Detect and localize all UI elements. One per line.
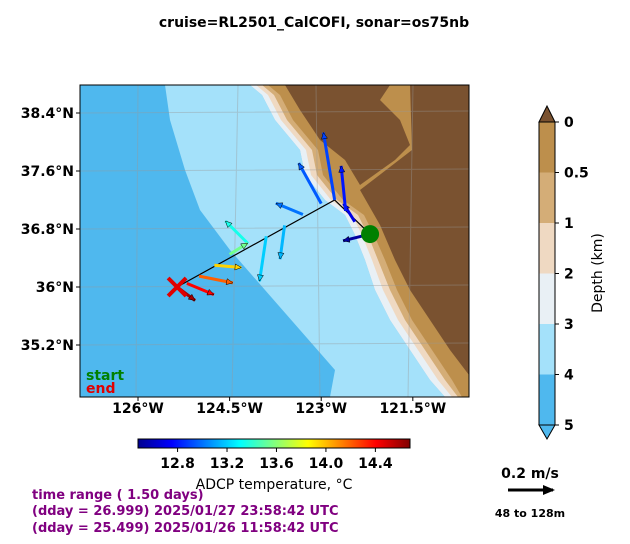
- basemap: [80, 85, 469, 397]
- vector-head: [257, 274, 264, 282]
- end-marker: [166, 276, 188, 298]
- start-marker: [361, 225, 380, 244]
- vector-head: [225, 220, 233, 229]
- vector-head: [342, 235, 351, 243]
- depth-band: [539, 273, 555, 324]
- velocity-vector: [321, 132, 337, 201]
- vector-head: [234, 263, 242, 271]
- x-tick-label: 123°W: [295, 401, 347, 417]
- depth-band: [539, 223, 555, 274]
- depth-tick-label: 2: [564, 267, 574, 283]
- colorbar-tick-label: 12.8: [160, 456, 195, 472]
- depth-tick-label: 0.5: [564, 166, 589, 182]
- velocity-vector: [258, 236, 268, 282]
- vector-head: [225, 278, 234, 285]
- key-label: 0.2 m/s: [501, 466, 559, 482]
- x-tick-label: 124.5°W: [196, 401, 263, 417]
- end-label: end: [86, 381, 115, 397]
- y-tick-label: 35.2°N: [21, 338, 74, 354]
- vector-head: [206, 288, 215, 296]
- velocity-vector: [339, 165, 348, 212]
- vector-head: [275, 202, 284, 209]
- colorbar-tick-label: 14.0: [309, 456, 344, 472]
- depth-range: 48 to 128m: [495, 507, 565, 520]
- depth-band: [539, 324, 555, 375]
- x-tick-label: 126°W: [112, 401, 164, 417]
- y-tick-label: 36°N: [36, 280, 74, 296]
- vector-head: [277, 252, 285, 260]
- y-tick-label: 38.4°N: [21, 106, 74, 122]
- vector-head: [187, 293, 196, 301]
- colorbar-tick-label: 13.6: [259, 456, 294, 472]
- vector-head: [321, 131, 328, 140]
- y-tick-label: 37.6°N: [21, 164, 74, 180]
- title: cruise=RL2501_CalCOFI, sonar=os75nb: [159, 15, 469, 31]
- depth-band: [539, 122, 555, 173]
- depth-label: Depth (km): [590, 233, 606, 313]
- depth-tick-label: 3: [564, 317, 574, 333]
- map-frame: [79, 84, 470, 398]
- temperature-colorbar: [137, 438, 411, 449]
- depth-tick-label: 1: [564, 216, 574, 232]
- colorbar-tick-label: 14.4: [358, 456, 393, 472]
- depth-tick-label: 5: [564, 418, 574, 434]
- vector-head: [240, 242, 249, 250]
- y-tick-label: 36.8°N: [21, 222, 74, 238]
- vector-head: [338, 165, 346, 173]
- time-range: time range ( 1.50 days): [32, 488, 204, 503]
- key-arrow-head: [543, 485, 555, 495]
- start-label: start: [86, 368, 124, 384]
- end-time: (dday = 26.999) 2025/01/27 23:58:42 UTC: [32, 504, 339, 519]
- depth-extend-top: [538, 104, 556, 123]
- vector-head: [298, 162, 305, 171]
- x-tick-label: 121.5°W: [379, 401, 446, 417]
- colorbar-label: ADCP temperature, °C: [196, 477, 353, 493]
- colorbar-tick-label: 13.2: [210, 456, 245, 472]
- depth-band: [539, 374, 555, 425]
- velocity-vector: [297, 162, 323, 205]
- depth-tick-label: 0: [564, 115, 574, 131]
- depth-tick-label: 4: [564, 368, 574, 384]
- depth-band: [539, 172, 555, 223]
- depth-extend-bottom: [538, 424, 556, 441]
- start-time: (dday = 25.499) 2025/01/26 11:58:42 UTC: [32, 521, 339, 536]
